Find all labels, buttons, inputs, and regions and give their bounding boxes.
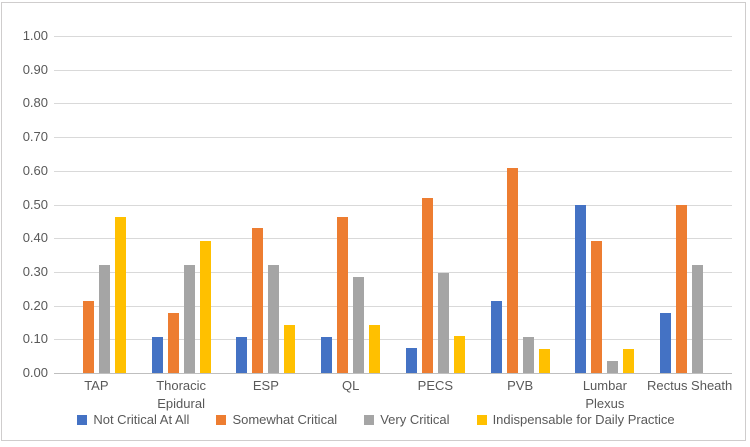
legend-swatch-icon (476, 414, 487, 425)
x-axis-line (54, 373, 732, 374)
legend-label: Indispensable for Daily Practice (492, 412, 675, 427)
bar (151, 336, 163, 373)
y-axis-tick-label: 0.20 (22, 297, 48, 313)
gridline (54, 36, 732, 37)
y-axis-tick-label: 0.10 (22, 331, 48, 347)
bar (337, 216, 349, 373)
legend-swatch-icon (364, 414, 375, 425)
gridline (54, 305, 732, 307)
category-label: Rectus Sheath (646, 378, 733, 393)
y-axis-tick-label: 0.70 (22, 129, 48, 145)
y-axis-tick-label: 0.60 (22, 162, 48, 178)
plot-area (54, 36, 732, 374)
legend-swatch-icon (216, 414, 227, 425)
gridline (54, 271, 732, 273)
bar-group (308, 36, 393, 373)
legend-label: Very Critical (380, 412, 450, 427)
bar (676, 204, 688, 373)
y-axis-tick-label: 1.00 (22, 28, 48, 43)
legend-swatch-icon (77, 414, 88, 425)
bar (268, 264, 280, 373)
bar (453, 335, 465, 373)
bar (284, 324, 296, 373)
bar (199, 240, 211, 373)
bar (591, 240, 603, 373)
gridline (54, 69, 732, 71)
bar-group (139, 36, 224, 373)
gridline (54, 238, 732, 240)
bar (522, 336, 534, 373)
bar (369, 324, 381, 373)
bar (575, 204, 587, 373)
bar-group (478, 36, 563, 373)
bar (252, 228, 264, 373)
legend-item: Very Critical (364, 412, 450, 427)
gridline (54, 204, 732, 206)
gridline (54, 137, 732, 139)
legend-item: Not Critical At All (77, 412, 189, 427)
bar-group (224, 36, 309, 373)
bar (321, 336, 333, 373)
y-axis-tick-label: 0.30 (22, 263, 48, 279)
bar (538, 349, 550, 373)
bar (660, 312, 672, 373)
bar (490, 300, 502, 373)
category-label: PVB (507, 378, 534, 393)
y-axis-tick-label: 0.90 (22, 61, 48, 77)
bar (506, 168, 518, 373)
legend-label: Not Critical At All (93, 412, 190, 427)
bar (183, 264, 195, 373)
y-axis-tick-label: 0.40 (22, 230, 48, 246)
bar (437, 273, 449, 373)
bar-group (393, 36, 478, 373)
legend-label: Somewhat Critical (232, 412, 338, 427)
y-axis-tick-label: 0.50 (22, 196, 48, 212)
bar (405, 348, 417, 373)
chart-frame: 1.00 0.90 0.80 0.70 0.60 0.50 0.40 0.30 0.20 0.10… (1, 2, 746, 441)
category-label: ESP (252, 378, 279, 393)
category-label: PECS (417, 378, 454, 393)
category-label: Lumbar Plexus (582, 378, 627, 411)
bar-group (54, 36, 139, 373)
legend: Not Critical At All Somewhat Critical Very… (4, 412, 748, 427)
gridline (54, 339, 732, 341)
bar (82, 300, 94, 373)
bar (421, 198, 433, 373)
gridline (54, 170, 732, 172)
bar (236, 336, 248, 373)
bar-group (647, 36, 732, 373)
bar (607, 360, 619, 373)
category-label: QL (341, 378, 360, 393)
gridline (54, 103, 732, 105)
bar (692, 264, 704, 373)
bar (353, 276, 365, 373)
bar-group (563, 36, 648, 373)
legend-item: Indispensable for Daily Practice (476, 412, 675, 427)
bar (167, 312, 179, 373)
bar (623, 349, 635, 373)
legend-item: Somewhat Critical (216, 412, 337, 427)
bar (98, 264, 110, 373)
category-label: TAP (84, 378, 109, 393)
y-axis-tick-label: 0.80 (22, 95, 48, 111)
category-label: Thoracic Epidural (156, 378, 207, 411)
bar (114, 216, 126, 373)
y-axis-tick-label: 0.00 (22, 365, 48, 380)
